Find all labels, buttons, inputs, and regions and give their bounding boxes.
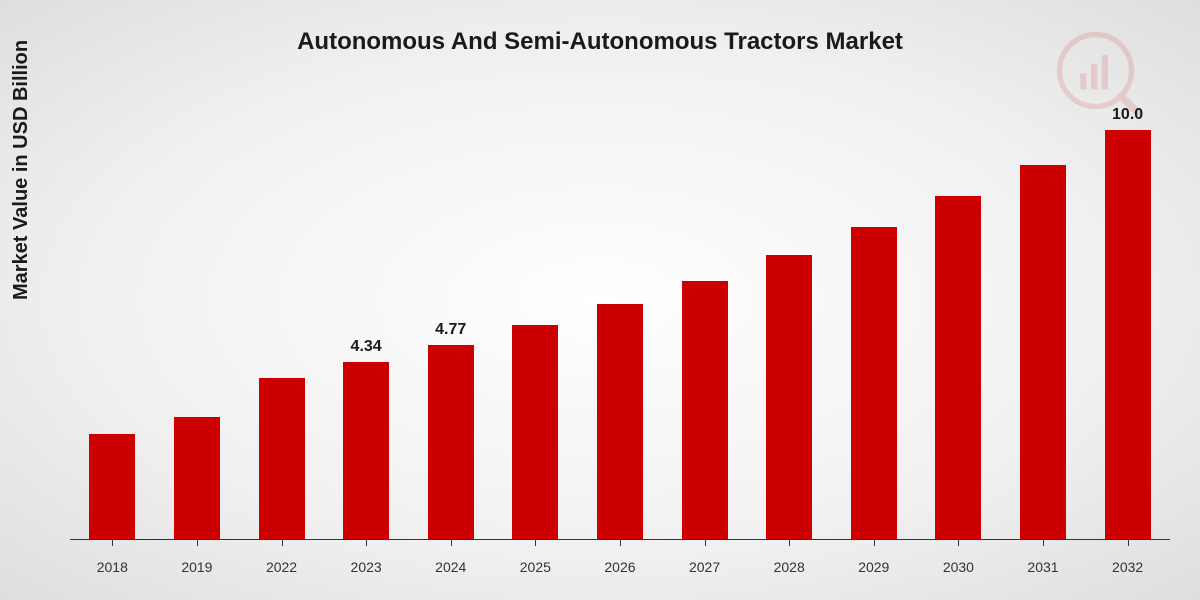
bar-group (578, 110, 663, 540)
x-tick-label: 2031 (1001, 559, 1086, 575)
bar-value-label: 10.0 (1112, 106, 1143, 124)
bar-group (831, 110, 916, 540)
x-tick-label: 2023 (324, 559, 409, 575)
x-axis-tick-labels: 2018201920222023202420252026202720282029… (70, 559, 1170, 575)
bar-group: 4.77 (408, 110, 493, 540)
x-tick-label: 2028 (747, 559, 832, 575)
bars-container: 4.34 4.77 10.0 (70, 110, 1170, 540)
chart-plot-area: 4.34 4.77 10.0 (70, 110, 1170, 540)
x-tick-mark (451, 540, 452, 546)
x-tick-label: 2030 (916, 559, 1001, 575)
x-tick-label: 2025 (493, 559, 578, 575)
chart-title: Autonomous And Semi-Autonomous Tractors … (0, 28, 1200, 56)
x-tick-mark (112, 540, 113, 546)
x-tick-label: 2027 (662, 559, 747, 575)
bar-group (916, 110, 1001, 540)
y-axis-label: Market Value in USD Billion (10, 40, 33, 300)
bar (343, 362, 389, 540)
x-tick-label: 2024 (408, 559, 493, 575)
bar (766, 255, 812, 540)
x-tick-mark (282, 540, 283, 546)
x-tick-mark (789, 540, 790, 546)
bar-group (747, 110, 832, 540)
bar-group (1001, 110, 1086, 540)
bar (428, 345, 474, 540)
x-tick-label: 2019 (155, 559, 240, 575)
x-tick-label: 2022 (239, 559, 324, 575)
bar-group (493, 110, 578, 540)
x-tick-mark (535, 540, 536, 546)
bar-group (155, 110, 240, 540)
bar-group (70, 110, 155, 540)
bar (512, 325, 558, 540)
bar-group (662, 110, 747, 540)
bar (1020, 165, 1066, 540)
x-tick-label: 2029 (831, 559, 916, 575)
bar (682, 281, 728, 540)
bar (935, 196, 981, 540)
bar (89, 434, 135, 540)
x-tick-mark (366, 540, 367, 546)
bar-group: 10.0 (1085, 110, 1170, 540)
x-tick-mark (705, 540, 706, 546)
x-tick-label: 2026 (578, 559, 663, 575)
bar (851, 227, 897, 540)
bar (174, 417, 220, 540)
x-tick-label: 2018 (70, 559, 155, 575)
x-tick-mark (1043, 540, 1044, 546)
x-tick-mark (874, 540, 875, 546)
x-tick-label: 2032 (1085, 559, 1170, 575)
x-tick-mark (620, 540, 621, 546)
bar (1105, 130, 1151, 540)
x-axis-line (70, 539, 1170, 540)
bar (597, 304, 643, 540)
x-tick-mark (1128, 540, 1129, 546)
bar (259, 378, 305, 540)
bar-group (239, 110, 324, 540)
bar-group: 4.34 (324, 110, 409, 540)
bar-value-label: 4.34 (351, 338, 382, 356)
x-tick-mark (197, 540, 198, 546)
bar-value-label: 4.77 (435, 321, 466, 339)
x-tick-mark (958, 540, 959, 546)
